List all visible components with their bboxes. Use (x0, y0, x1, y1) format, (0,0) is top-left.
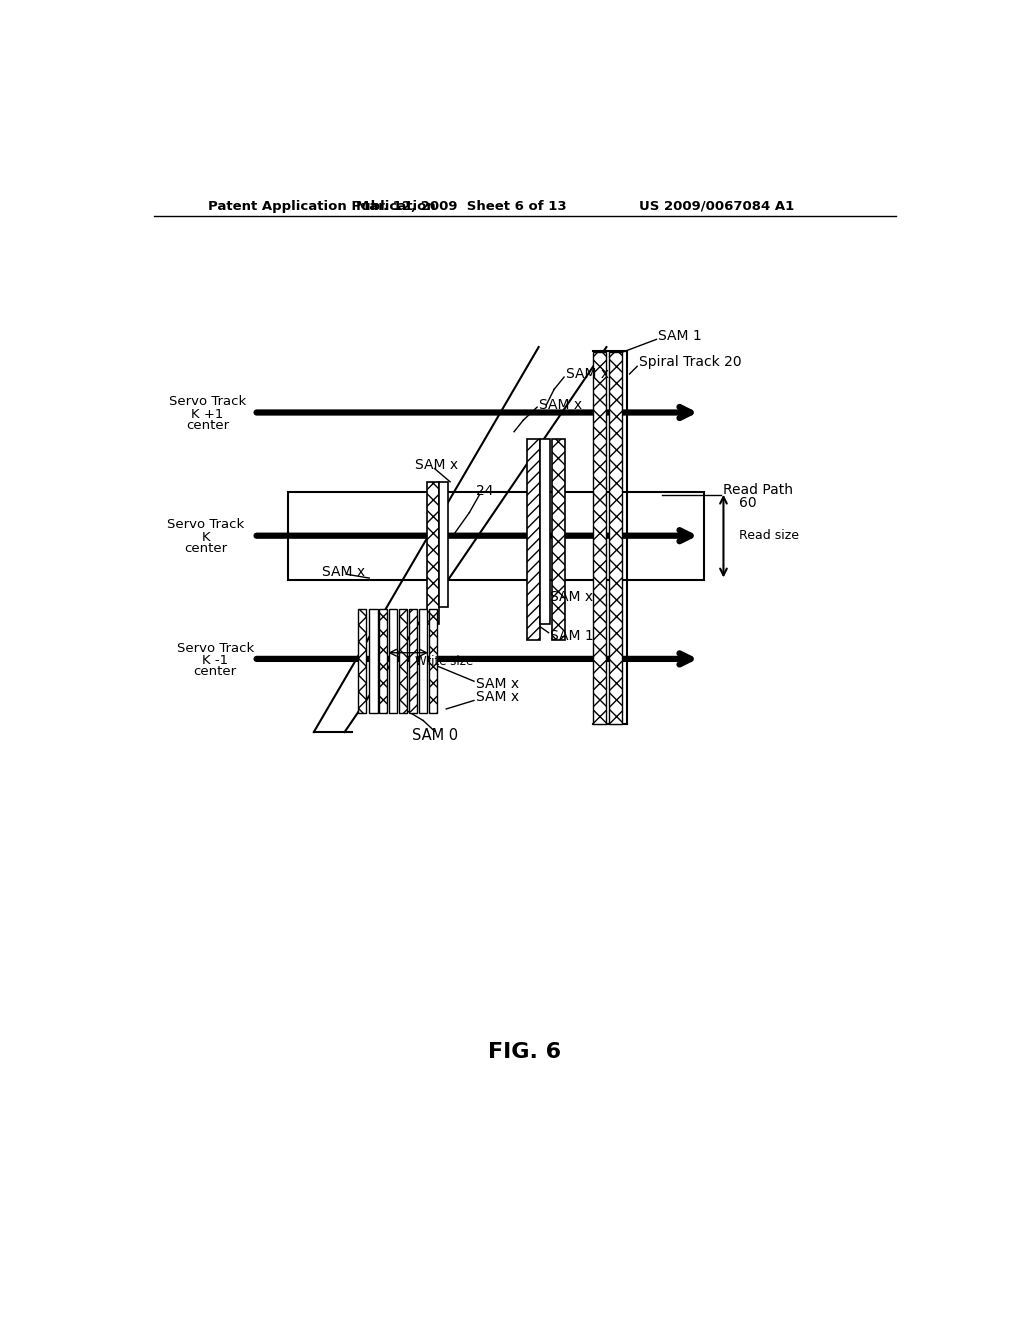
Bar (608, 351, 622, 723)
Text: Mar. 12, 2009  Sheet 6 of 13: Mar. 12, 2009 Sheet 6 of 13 (356, 199, 567, 213)
Text: SAM x: SAM x (475, 690, 518, 705)
Text: K +1: K +1 (191, 408, 224, 421)
Bar (409, 609, 417, 713)
Text: SAM x: SAM x (322, 565, 365, 579)
Text: center: center (194, 665, 237, 678)
Text: SAM x: SAM x (565, 367, 608, 381)
Bar (429, 609, 437, 713)
Text: Patent Application Publication: Patent Application Publication (208, 199, 435, 213)
Text: SAM x: SAM x (539, 397, 582, 412)
Text: SAM 1: SAM 1 (550, 628, 594, 643)
Text: SAM 1: SAM 1 (658, 329, 701, 342)
Text: Servo Track: Servo Track (176, 642, 254, 655)
Bar (541, 440, 550, 623)
Text: K: K (202, 531, 210, 544)
Text: Write size: Write size (416, 655, 474, 668)
Text: Read Path: Read Path (724, 483, 794, 496)
Text: 24: 24 (475, 484, 493, 498)
Bar (370, 609, 378, 713)
Text: US 2009/0067084 A1: US 2009/0067084 A1 (639, 199, 794, 213)
Text: Servo Track: Servo Track (169, 395, 246, 408)
Text: center: center (184, 543, 227, 556)
Bar (593, 351, 606, 723)
Text: Read size: Read size (739, 529, 799, 543)
Text: SAM x: SAM x (550, 590, 593, 605)
Bar (398, 609, 407, 713)
Bar (419, 609, 427, 713)
Text: SAM x: SAM x (475, 677, 518, 692)
Bar (388, 609, 397, 713)
Bar (379, 609, 387, 713)
Text: 60: 60 (739, 495, 757, 510)
Bar (552, 440, 565, 640)
Text: Servo Track: Servo Track (167, 519, 245, 532)
Text: center: center (186, 418, 229, 432)
Bar (527, 440, 541, 640)
Text: FIG. 6: FIG. 6 (488, 1041, 561, 1061)
Text: Spiral Track 20: Spiral Track 20 (639, 355, 741, 370)
Text: K -1: K -1 (202, 653, 228, 667)
Bar (357, 609, 367, 713)
Bar (289, 492, 705, 581)
Bar (427, 482, 438, 624)
Text: SAM 0: SAM 0 (412, 729, 458, 743)
Bar (438, 482, 447, 607)
Text: SAM x: SAM x (416, 458, 459, 471)
